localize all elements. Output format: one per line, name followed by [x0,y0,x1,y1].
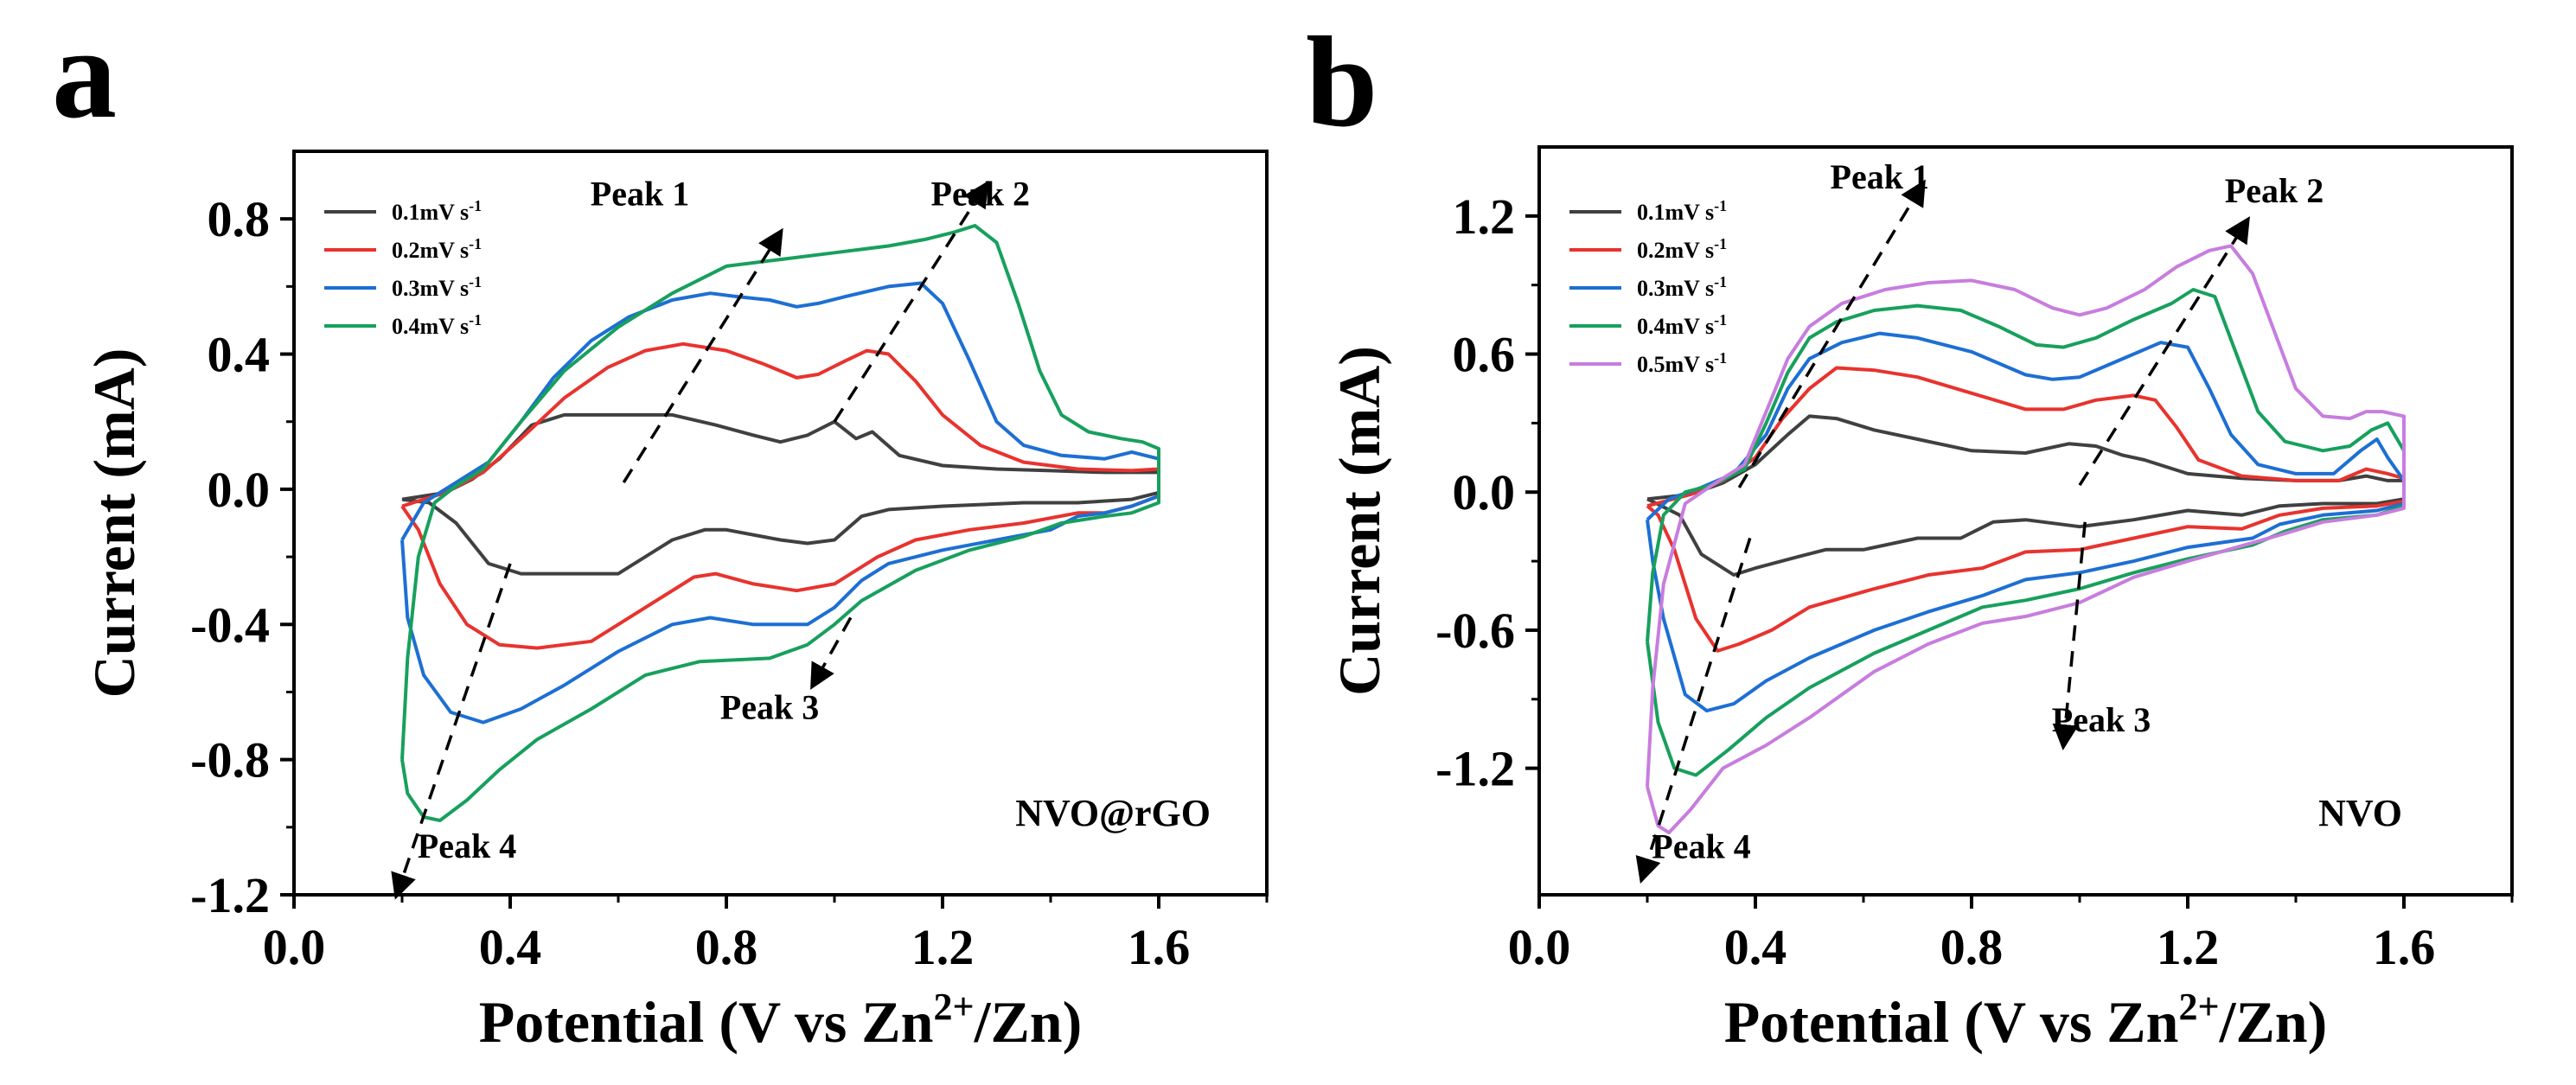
y-tick-label-b: 0.6 [1453,327,1516,383]
y-tick-label-b: -0.6 [1435,603,1515,659]
panel-b: b 0.0 0.4 0.8 1.2 1.6 -1.2 -0.6 0.0 0.6 1.2 Peak 1… [1306,10,2514,1055]
legend-label-a-1: 0.1mV s-1 [392,197,482,225]
legend-label-b-5: 0.5mV s-1 [1637,349,1727,377]
x-tick-label-a: 0.8 [695,919,758,975]
legend-label-b-1: 0.1mV s-1 [1637,197,1727,225]
series-line-a-4 [400,224,1160,822]
x-tick-label-b: 0.0 [1508,919,1571,975]
y-tick-label-b: -1.2 [1435,741,1515,797]
y-tick-label-a: -1.2 [190,867,270,923]
series-line-b-2 [1646,366,2406,653]
peak-label-a-1: Peak 1 [591,175,689,214]
peak-label-b-4: Peak 4 [1652,827,1750,865]
panel-letter-a: a [52,2,117,145]
peak-arrow-a-2 [833,181,989,423]
series-line-b-3 [1646,331,2406,713]
series-line-b-4 [1646,288,2406,777]
series-line-b-1 [1646,414,2406,577]
y-axis-title-a: Current (mA) [81,348,147,699]
legend-label-b-3: 0.3mV s-1 [1637,273,1727,301]
peak-arrow-a-4 [391,563,512,900]
x-tick-label-b: 0.4 [1724,919,1787,975]
peak-label-a-2: Peak 2 [931,175,1030,214]
x-tick-label-b: 1.6 [2373,919,2436,975]
series-line-a-2 [400,341,1160,650]
axes-frame-a [292,150,1269,897]
x-axis-title-a: Potential (V vs Zn2+/Zn) [479,986,1083,1055]
x-tick-label-a: 0.0 [263,919,326,975]
y-axis-title-b: Current (mA) [1326,346,1392,696]
peak-arrow-b-3 [2052,521,2087,750]
sample-label-a: NVO@rGO [1015,792,1211,834]
y-tick-label-a: -0.4 [190,597,270,653]
x-axis-title-b: Potential (V vs Zn2+/Zn) [1724,986,2328,1055]
peak-label-b-1: Peak 1 [1831,157,1929,196]
legend-label-a-3: 0.3mV s-1 [392,273,482,301]
y-tick-label-b: 1.2 [1453,188,1516,245]
peak-arrow-a-3 [810,616,853,690]
series-line-a-1 [401,412,1160,576]
peak-label-b-2: Peak 2 [2225,171,2324,210]
legend-label-a-2: 0.2mV s-1 [392,235,482,263]
sample-label-b: NVO [2318,792,2402,834]
x-tick-label-a: 1.6 [1128,919,1191,975]
legend-label-b-2: 0.2mV s-1 [1637,235,1727,263]
peak-arrow-b-4 [1635,537,1752,884]
x-tick-label-b: 1.2 [2157,919,2220,975]
y-tick-label-a: 0.4 [208,327,271,383]
peak-arrow-b-2 [2078,216,2250,487]
peak-arrow-b-1 [1737,179,1926,488]
panel-a: a 0.0 0.4 0.8 1.2 1.6 -1.2 -0.8 -0.4 0.0 0.4 0.8 Pe… [52,2,1269,1055]
x-tick-label-a: 1.2 [911,919,975,975]
peak-label-b-3: Peak 3 [2052,700,2151,739]
panel-letter-b: b [1306,10,1377,154]
axes-frame-b [1537,145,2514,897]
y-tick-label-b: 0.0 [1453,464,1516,520]
series-line-a-3 [400,281,1160,724]
legend-label-b-4: 0.4mV s-1 [1637,311,1727,339]
peak-label-a-4: Peak 4 [418,827,516,865]
peak-arrow-a-1 [622,227,783,484]
peak-label-a-3: Peak 3 [720,688,819,727]
series-line-b-5 [1646,244,2406,835]
y-tick-label-a: 0.8 [208,191,271,247]
x-tick-label-b: 0.8 [1940,919,2004,975]
x-tick-label-a: 0.4 [479,919,542,975]
y-tick-label-a: -0.8 [190,732,270,788]
legend-label-a-4: 0.4mV s-1 [392,311,482,339]
y-tick-label-a: 0.0 [208,462,271,518]
